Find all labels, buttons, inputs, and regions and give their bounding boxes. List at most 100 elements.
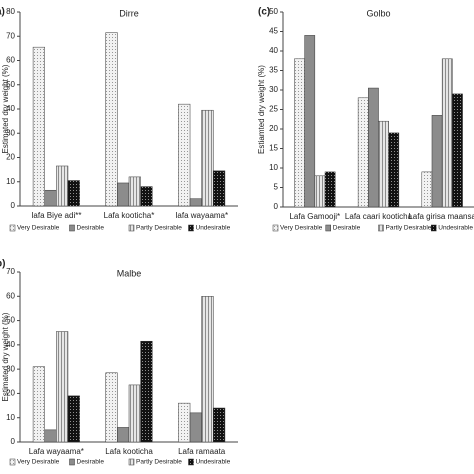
- y-tick-label: 20: [6, 389, 15, 398]
- legend-swatch: [325, 224, 331, 232]
- bar-pattern: [33, 47, 45, 206]
- y-tick-label: 0: [11, 201, 16, 210]
- y-tick-label: 0: [274, 202, 279, 211]
- bar-pattern: [129, 384, 141, 442]
- y-tick-label: 40: [269, 46, 278, 55]
- bar: [189, 412, 202, 443]
- chart-title: Malbe: [117, 268, 142, 278]
- legend-label: Very Desirable: [280, 225, 323, 232]
- legend-swatch-pattern: [273, 225, 278, 231]
- panel-label: b): [0, 259, 5, 270]
- legend-label: Desirable: [77, 459, 105, 466]
- x-tick-label: Iafa Biye adi**: [31, 211, 81, 220]
- bar-pattern: [442, 58, 453, 207]
- chart-title: Dirre: [119, 8, 139, 18]
- chart-title: Golbo: [366, 8, 390, 18]
- x-tick-label: Lafa wayaama*: [29, 447, 84, 456]
- y-tick-label: 60: [6, 56, 15, 65]
- legend-label: Desirable: [77, 225, 105, 232]
- y-tick-label: 25: [269, 105, 278, 114]
- bar-pattern: [178, 104, 191, 206]
- x-tick-label: Lafa girisa maansa: [408, 212, 474, 221]
- legend-label: Partly Desirable: [136, 225, 182, 232]
- y-tick-label: 35: [269, 66, 278, 75]
- bar-pattern: [140, 186, 153, 206]
- bar-pattern: [452, 93, 463, 207]
- y-tick-label: 70: [6, 267, 15, 276]
- bar-pattern: [314, 175, 326, 207]
- y-tick-label: 30: [269, 85, 278, 94]
- y-tick-label: 15: [269, 144, 278, 153]
- bar-pattern: [325, 171, 336, 207]
- y-tick-label: 70: [6, 31, 15, 40]
- x-tick-label: Lafa Gamooji*: [289, 212, 340, 221]
- bar: [431, 115, 443, 208]
- legend-swatch-pattern: [10, 459, 15, 465]
- bar: [304, 35, 316, 208]
- bar: [117, 182, 130, 207]
- bar-pattern: [388, 132, 399, 207]
- y-tick-label: 50: [269, 7, 278, 16]
- bar-pattern: [67, 395, 80, 442]
- y-axis-label: Estiamted dry weight (%): [257, 65, 266, 154]
- bar-pattern: [129, 176, 141, 206]
- legend-swatch-pattern: [378, 225, 384, 231]
- legend-label: Undesirable: [196, 225, 231, 232]
- bar: [117, 427, 130, 443]
- panel-label: a): [0, 7, 5, 18]
- bar: [44, 429, 57, 443]
- bar-pattern: [105, 372, 118, 442]
- y-tick-label: 10: [269, 163, 278, 172]
- legend-swatch-pattern: [188, 459, 194, 465]
- bar: [44, 189, 57, 207]
- panel: b) Malbe Estimated dry weight (%) 0 10 20 30 40…: [0, 259, 238, 466]
- y-tick-label: 60: [6, 291, 15, 300]
- bar: [189, 198, 202, 207]
- y-tick-label: 20: [269, 124, 278, 133]
- y-tick-label: 30: [6, 364, 15, 373]
- legend-swatch-pattern: [188, 225, 194, 231]
- x-tick-label: Lafa caari kooticha: [345, 212, 413, 221]
- y-tick-label: 40: [6, 104, 15, 113]
- y-tick-label: 80: [6, 7, 15, 16]
- bar-pattern: [33, 366, 45, 442]
- x-tick-label: Lafa kooticha: [105, 447, 153, 456]
- y-tick-label: 45: [269, 27, 278, 36]
- panel: a) Dirre Estimated dry weight (%) 0 10 20 30 40…: [0, 7, 238, 232]
- legend-swatch: [69, 458, 75, 466]
- legend-label: Partly Desirable: [136, 459, 182, 466]
- bar-pattern: [378, 121, 389, 207]
- panel: (c) Golbo Estiamted dry weight (%) 0 5 10 15 20…: [257, 7, 474, 232]
- legend-label: Desirable: [333, 225, 361, 232]
- bar-pattern: [178, 403, 191, 442]
- legend-label: Undesirable: [196, 459, 231, 466]
- bar-pattern: [201, 296, 214, 442]
- y-tick-label: 50: [6, 80, 15, 89]
- bar-pattern: [67, 180, 80, 206]
- y-tick-label: 30: [6, 128, 15, 137]
- legend-label: Partly Desirable: [386, 225, 432, 232]
- legend-swatch-pattern: [129, 225, 134, 231]
- y-tick-label: 0: [11, 437, 16, 446]
- bar-pattern: [140, 341, 153, 442]
- bar-pattern: [213, 408, 225, 442]
- bar-pattern: [105, 32, 118, 206]
- bar-pattern: [201, 110, 214, 206]
- legend-label: Very Desirable: [17, 459, 60, 466]
- bar-pattern: [213, 170, 225, 206]
- y-tick-label: 40: [6, 340, 15, 349]
- legend-swatch: [69, 224, 75, 232]
- x-tick-label: Iafa wayaama*: [175, 211, 228, 220]
- bar: [368, 87, 379, 208]
- y-tick-label: 20: [6, 153, 15, 162]
- legend-swatch-pattern: [431, 225, 437, 231]
- y-axis-label: Estimated dry weight (%): [1, 64, 10, 153]
- panel-label: (c): [258, 7, 270, 18]
- bar-pattern: [56, 331, 68, 442]
- x-tick-label: Lafa ramaata: [178, 447, 226, 456]
- bar-pattern: [358, 97, 369, 207]
- bar-pattern: [421, 171, 432, 207]
- y-tick-label: 10: [6, 177, 15, 186]
- y-tick-label: 50: [6, 316, 15, 325]
